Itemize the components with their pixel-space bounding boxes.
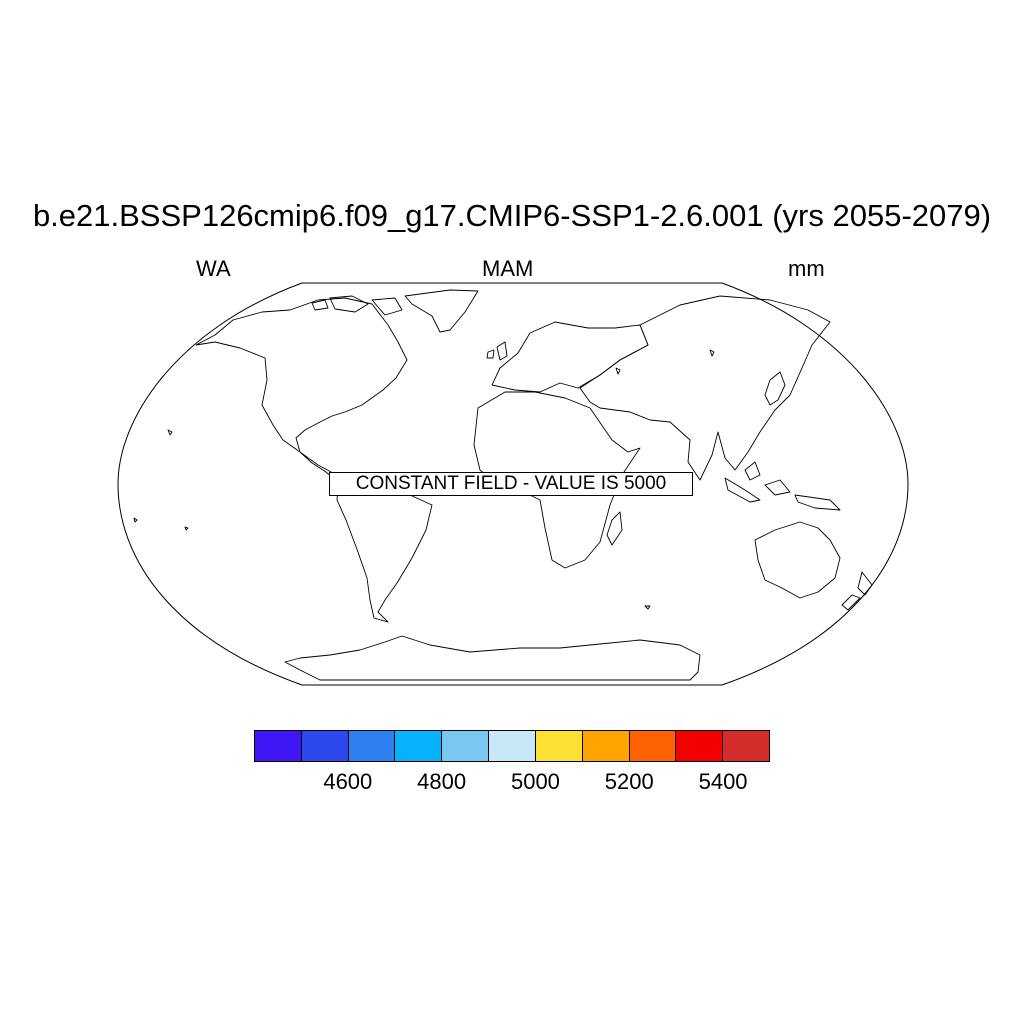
coastline-madagascar [606, 511, 623, 546]
coastline-north-america [195, 297, 408, 483]
colorbar-swatch [442, 731, 490, 761]
colorbar [254, 730, 770, 762]
constant-field-annotation: CONSTANT FIELD - VALUE IS 5000 [329, 472, 693, 496]
coastline-maritime-continent [724, 461, 841, 511]
colorbar-tick-label: 5000 [510, 769, 560, 794]
map-boundary [117, 282, 909, 686]
colorbar-tick-label: 4800 [417, 769, 467, 794]
colorbar-swatch [489, 731, 536, 761]
colorbar-swatch [301, 731, 349, 761]
coastline-south-america [336, 477, 433, 623]
plot-title: b.e21.BSSP126cmip6.f09_g17.CMIP6-SSP1-2.… [32, 198, 992, 233]
colorbar-swatch [395, 731, 443, 761]
colorbar-swatch [582, 731, 630, 761]
coastline-australia [754, 521, 841, 599]
coastline-arctic-islands [311, 295, 403, 316]
coastline-japan [764, 371, 786, 406]
colorbar-swatch [255, 731, 302, 761]
colorbar-swatch [723, 731, 769, 761]
colorbar-tick-label: 5400 [698, 769, 748, 794]
units-label: mm [788, 256, 825, 281]
coastline-new-zealand [841, 571, 873, 611]
coastline-greenland [404, 289, 479, 333]
coastline-europe [491, 321, 649, 393]
colorbar-swatch [535, 731, 583, 761]
colorbar-tick-label: 4600 [323, 769, 373, 794]
coastline-british-isles [486, 341, 508, 361]
colorbar-swatch [629, 731, 677, 761]
coastline-antarctica [284, 635, 701, 681]
coastline-islands [133, 349, 715, 610]
colorbar-swatch [348, 731, 396, 761]
variable-label: WA [196, 256, 231, 281]
colorbar-tick-label: 5200 [604, 769, 654, 794]
colorbar-swatch [676, 731, 724, 761]
season-label: MAM [482, 256, 534, 281]
coastline-asia [579, 295, 831, 481]
